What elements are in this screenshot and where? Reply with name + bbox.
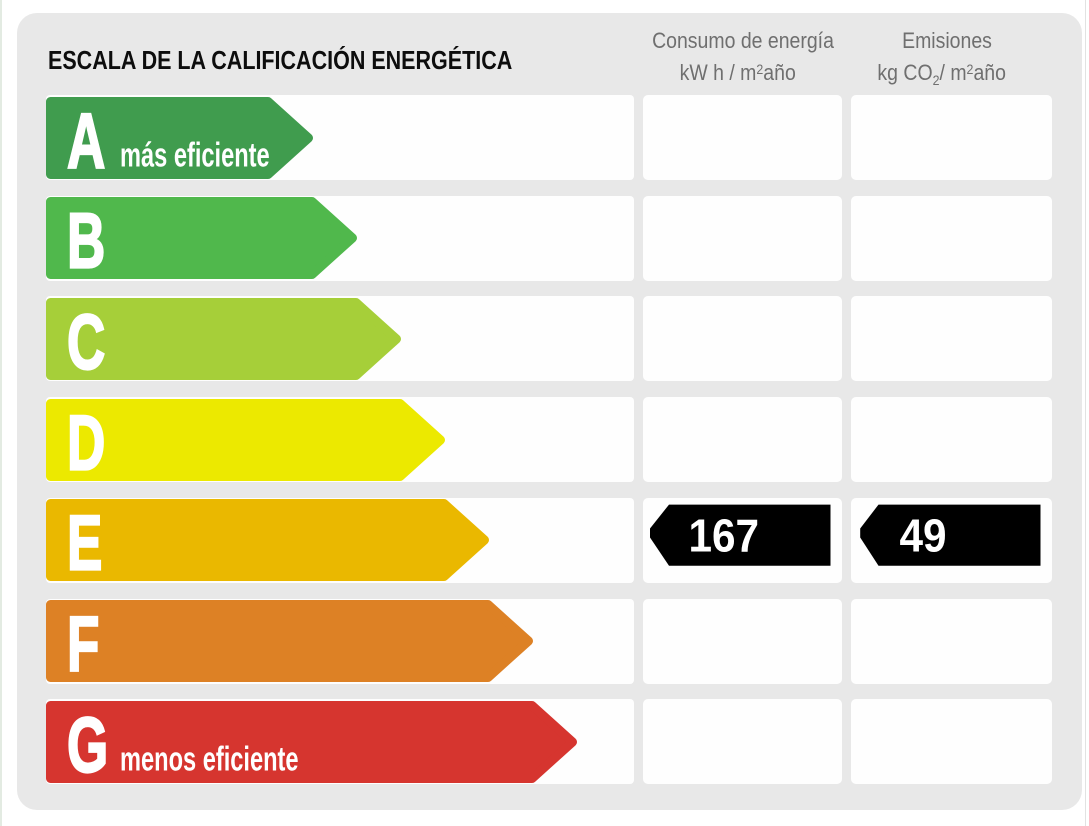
svg-text:167: 167 [689,511,760,562]
svg-text:menos eficiente: menos eficiente [120,741,299,778]
svg-text:E: E [67,501,102,581]
svg-text:D: D [67,400,105,480]
svg-text:F: F [67,602,99,682]
svg-text:más eficiente: más eficiente [120,137,270,174]
svg-text:49: 49 [900,511,947,562]
svg-text:C: C [67,299,105,379]
svg-text:A: A [67,98,105,178]
svg-text:G: G [67,702,108,782]
svg-text:B: B [67,199,105,279]
